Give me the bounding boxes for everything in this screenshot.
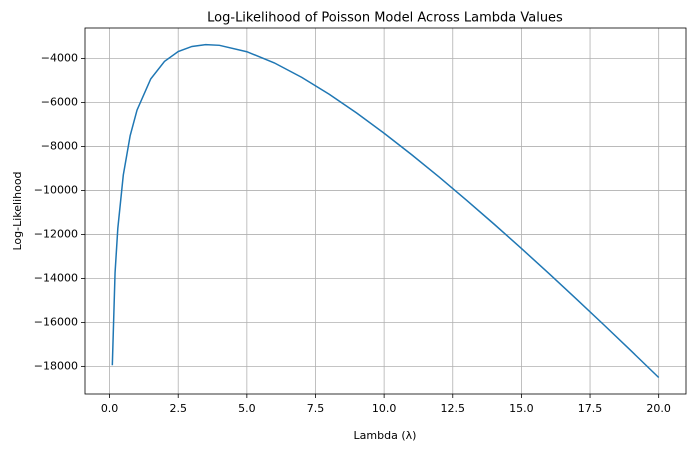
x-tick-label: 7.5 bbox=[307, 402, 325, 415]
chart-title: Log-Likelihood of Poisson Model Across L… bbox=[207, 11, 563, 26]
y-tick-label: −4000 bbox=[41, 51, 78, 64]
y-tick-label: −6000 bbox=[41, 95, 78, 108]
x-tick-label: 17.5 bbox=[578, 402, 603, 415]
y-tick-label: −10000 bbox=[34, 183, 78, 196]
y-tick-label: −18000 bbox=[34, 359, 78, 372]
y-tick-label: −16000 bbox=[34, 315, 78, 328]
plot-frame bbox=[84, 27, 687, 395]
x-tick-label: 12.5 bbox=[441, 402, 466, 415]
x-tick-label: 10.0 bbox=[372, 402, 397, 415]
x-tick-label: 15.0 bbox=[509, 402, 534, 415]
y-axis-label: Log-Likelihood bbox=[11, 171, 24, 250]
x-axis-label: Lambda (λ) bbox=[354, 429, 417, 442]
y-tick-label: −12000 bbox=[34, 227, 78, 240]
x-tick-label: 5.0 bbox=[238, 402, 256, 415]
data-line bbox=[111, 43, 660, 379]
x-tick-label: 2.5 bbox=[169, 402, 187, 415]
x-tick-label: 0.0 bbox=[101, 402, 119, 415]
y-tick-label: −8000 bbox=[41, 139, 78, 152]
x-tick-label: 20.0 bbox=[646, 402, 671, 415]
y-tick-label: −14000 bbox=[34, 271, 78, 284]
